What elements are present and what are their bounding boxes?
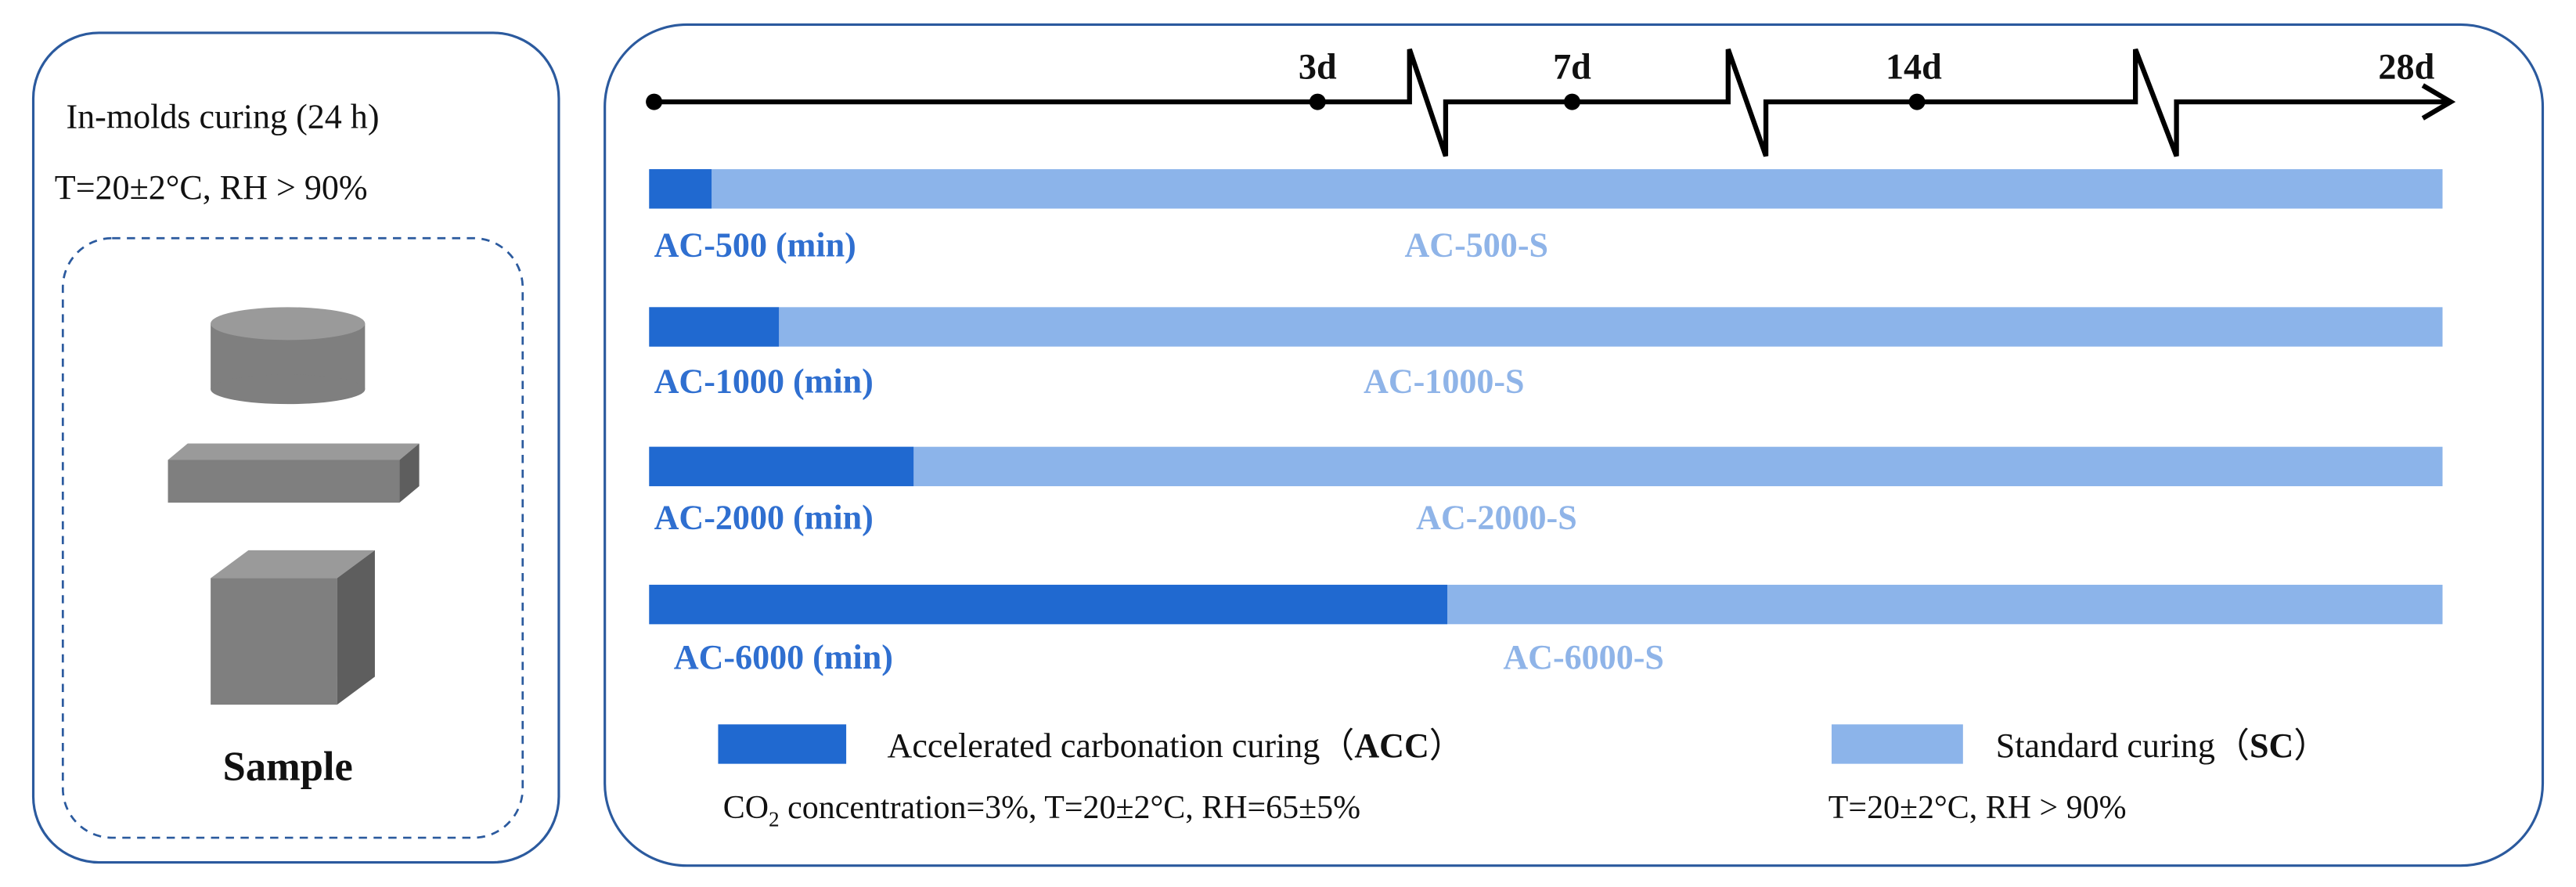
condition-text: concentration=3%, T=20±2°C, RH=65±5%	[780, 790, 1360, 826]
legend-label: Standard curing（SC）	[1996, 727, 2329, 765]
acc-bar	[649, 307, 780, 347]
legend-text: ）	[1429, 727, 1464, 765]
acc-label: AC-500 (min)	[654, 225, 856, 264]
sc-label: AC-2000-S	[1416, 499, 1577, 537]
sample-label: Sample	[223, 745, 353, 790]
left-title: In-molds curing (24 h)	[66, 98, 379, 136]
legend-text: ）	[2293, 727, 2328, 765]
legend-label: Accelerated carbonation curing（ACC）	[888, 727, 1464, 765]
left-panel	[31, 31, 560, 864]
acc-bar	[649, 169, 712, 209]
acc-label: AC-1000 (min)	[654, 362, 874, 400]
sc-label: AC-6000-S	[1503, 638, 1664, 676]
sample-box	[61, 236, 524, 839]
legend-condition: T=20±2°C, RH > 90%	[1828, 790, 2127, 826]
sc-label: AC-1000-S	[1364, 362, 1525, 400]
time-tick: 7d	[1553, 47, 1591, 87]
sc-bar	[649, 169, 2443, 209]
legend-condition: CO2 concentration=3%, T=20±2°C, RH=65±5%	[723, 790, 1360, 831]
time-tick: 3d	[1299, 47, 1337, 87]
timeline-dots	[646, 93, 1926, 110]
legend-swatch-acc	[718, 724, 847, 764]
condition-text: CO	[723, 790, 769, 826]
prism	[168, 443, 420, 503]
acc-label: AC-2000 (min)	[654, 499, 874, 537]
time-tick: 14d	[1886, 47, 1942, 87]
time-tick: 28d	[2378, 47, 2434, 87]
sc-label: AC-500-S	[1404, 225, 1548, 264]
sc-bar	[649, 307, 2443, 347]
cube	[211, 550, 375, 705]
cylinder	[211, 307, 366, 405]
legend-swatch-sc	[1831, 724, 1963, 764]
sc-bar	[649, 446, 2443, 487]
acc-bar	[649, 584, 1448, 625]
legend-text: Standard curing（	[1996, 727, 2250, 765]
left-condition: T=20±2°C, RH > 90%	[55, 168, 368, 207]
acc-label: AC-6000 (min)	[674, 638, 893, 676]
condition-text: T=20±2°C, RH > 90%	[1828, 790, 2127, 826]
right-panel	[603, 23, 2545, 867]
legend-abbr: ACC	[1354, 727, 1429, 765]
acc-bar	[649, 446, 914, 487]
legend-abbr: SC	[2250, 727, 2293, 765]
condition-subscript: 2	[769, 807, 780, 831]
timeline	[654, 48, 2456, 157]
legend-text: Accelerated carbonation curing（	[888, 727, 1355, 765]
